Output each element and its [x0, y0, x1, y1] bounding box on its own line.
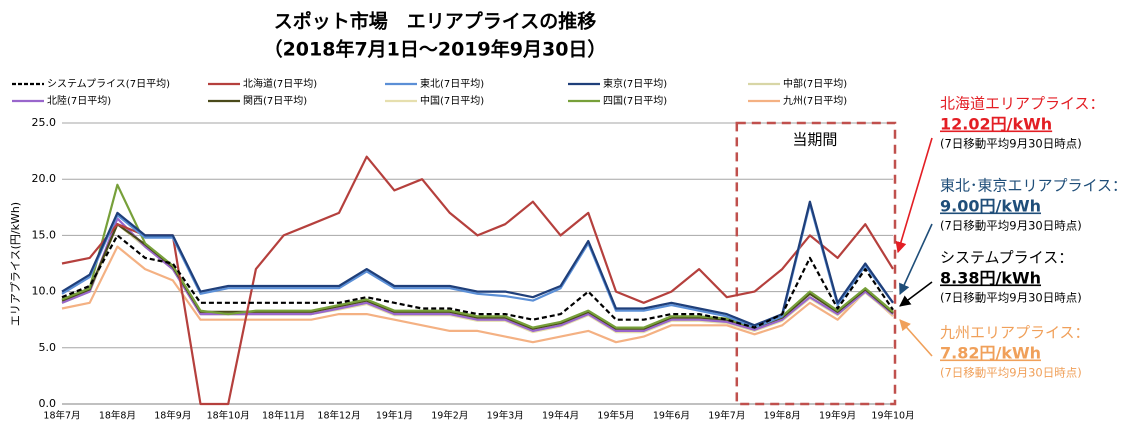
- x-tick-label: 19年4月: [542, 410, 579, 422]
- annotation: 8.38円/kWh: [940, 269, 1041, 288]
- arrow: [899, 223, 933, 296]
- y-tick-label: 15.0: [32, 228, 57, 241]
- series-line: [61, 217, 894, 332]
- period-label: 当期間: [792, 131, 837, 149]
- legend-label: 関西(7日平均): [243, 95, 307, 107]
- chart-title: スポット市場 エリアプライスの推移: [274, 10, 596, 33]
- annotation: 9.00円/kWh: [940, 197, 1041, 216]
- legend-label: 東京(7日平均): [603, 77, 667, 90]
- annotation: (7日移動平均9月30日時点): [940, 366, 1082, 380]
- x-tick-label: 19年8月: [764, 410, 801, 422]
- x-tick-label: 19年9月: [819, 410, 856, 422]
- legend-label: 中国(7日平均): [420, 94, 484, 107]
- annotation: 北海道エリアプライス：: [940, 95, 1105, 113]
- legend-label: 中部(7日平均): [783, 77, 847, 90]
- legend-label: 北海道(7日平均): [243, 77, 317, 90]
- x-tick-label: 19年2月: [431, 410, 468, 422]
- series-line: [61, 245, 894, 344]
- y-tick-label: 5.0: [39, 341, 57, 354]
- x-tick-label: 19年1月: [376, 410, 413, 422]
- arrow: [899, 319, 933, 357]
- y-tick-label: 10.0: [32, 285, 57, 298]
- annotation: 7.82円/kWh: [940, 344, 1041, 363]
- arrow: [899, 281, 933, 307]
- annotation: 12.02円/kWh: [940, 115, 1052, 134]
- x-tick-label: 18年7月: [43, 410, 80, 422]
- legend-label: 東北(7日平均): [420, 77, 484, 90]
- x-tick-label: 19年6月: [653, 410, 690, 422]
- annotation: (7日移動平均9月30日時点): [940, 291, 1082, 305]
- series-line: [61, 234, 894, 329]
- y-axis-label: エリアプライス(円/kWh): [9, 202, 22, 326]
- series-line: [61, 155, 894, 406]
- annotation: 東北･東京エリアプライス：: [940, 177, 1124, 195]
- legend-label: 九州(7日平均): [783, 95, 847, 107]
- annotation: (7日移動平均9月30日時点): [940, 137, 1082, 151]
- chart-subtitle: （2018年7月1日～2019年9月30日）: [264, 38, 607, 61]
- x-tick-label: 18年9月: [154, 410, 191, 422]
- x-tick-label: 18年10月: [207, 410, 250, 422]
- period-box: [735, 121, 897, 406]
- y-tick-label: 25.0: [32, 116, 57, 129]
- y-tick-label: 20.0: [32, 172, 57, 185]
- arrow: [895, 137, 933, 254]
- series-line: [61, 200, 894, 327]
- legend-label: 四国(7日平均): [603, 95, 667, 107]
- legend-label: 北陸(7日平均): [47, 94, 111, 107]
- annotation: 九州エリアプライス：: [940, 324, 1090, 342]
- annotation: (7日移動平均9月30日時点): [940, 219, 1082, 233]
- series-line: [61, 183, 894, 329]
- x-tick-label: 19年5月: [597, 410, 634, 422]
- annotation: システムプライス：: [940, 249, 1073, 267]
- legend-label: システムプライス(7日平均): [47, 78, 170, 90]
- x-tick-label: 18年8月: [99, 410, 136, 422]
- x-tick-label: 19年7月: [708, 410, 745, 422]
- x-tick-label: 19年3月: [487, 410, 524, 422]
- x-tick-label: 19年10月: [871, 410, 914, 422]
- y-tick-label: 0.0: [39, 397, 57, 410]
- x-tick-label: 18年12月: [317, 410, 360, 422]
- x-tick-label: 18年11月: [262, 410, 305, 422]
